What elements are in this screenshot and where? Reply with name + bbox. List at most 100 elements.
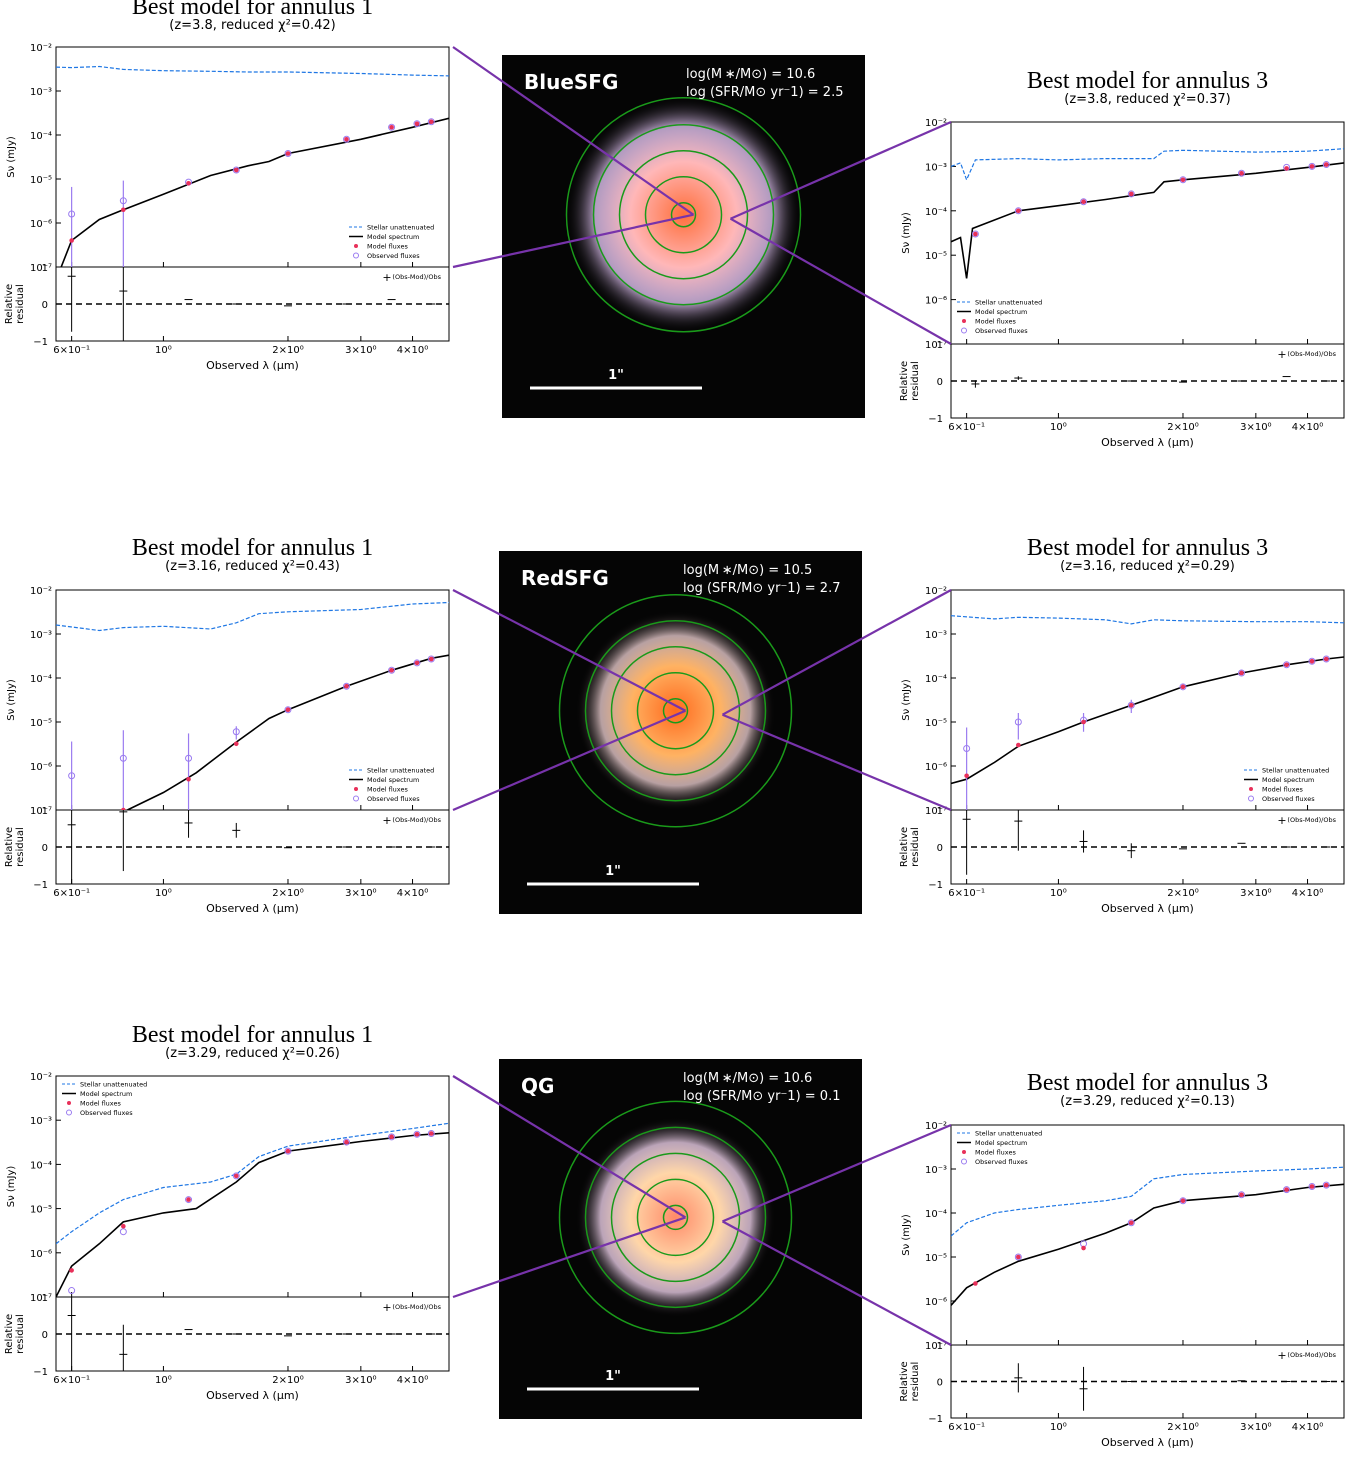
observed-flux-point: [284, 706, 292, 714]
legend-observed-swatch: [66, 1109, 72, 1116]
model-flux-point: [414, 660, 420, 666]
annulus-ring: [584, 619, 767, 802]
residual-tick-label: −1: [928, 880, 943, 891]
observed-flux-point: [119, 754, 127, 762]
residual-tick-label: −1: [928, 1414, 943, 1425]
chart-subtitle: (z=3.8, reduced χ²=0.37): [1064, 92, 1230, 107]
galaxy-mass: log(M ∗/M⊙) = 10.6: [686, 67, 815, 82]
model-flux-point: [964, 773, 969, 779]
legend-label: Observed fluxes: [367, 795, 420, 803]
annulus-ring: [584, 1126, 767, 1309]
plot-area: [951, 148, 1344, 279]
y-tick-label: 10⁻⁵: [925, 1253, 947, 1264]
y-tick-label: 10⁻⁶: [925, 762, 947, 773]
observed-flux-point: [284, 149, 292, 157]
connector-line: [452, 1075, 687, 1219]
model-flux-point: [1128, 1220, 1134, 1226]
observed-flux-point: [68, 1287, 76, 1295]
observed-flux-point: [343, 135, 351, 143]
legend-model-flux-swatch: [962, 319, 966, 323]
observed-flux-point: [1283, 661, 1291, 669]
x-tick-label: 6×10⁻¹: [948, 422, 985, 433]
residual-axis-label: Relative: [899, 827, 910, 867]
x-tick-label: 10⁰: [1050, 1422, 1067, 1433]
scale-bar-label: 1": [605, 1369, 621, 1384]
residual-legend: (Obs-Mod)/Obs: [1287, 1351, 1336, 1359]
observed-flux-point: [413, 1130, 421, 1138]
y-axis-label: Sν (mJy): [901, 212, 912, 254]
residual-axis-label: Relative: [4, 284, 15, 324]
residual-tick-label: 0: [937, 843, 943, 854]
model-flux-point: [389, 667, 394, 673]
observed-flux-point: [1283, 1186, 1291, 1194]
legend-label: Model fluxes: [975, 318, 1016, 326]
annulus-ring: [644, 175, 723, 254]
y-tick-label: 10⁻⁵: [30, 1205, 52, 1216]
y-tick-label: 10⁻³: [30, 87, 52, 98]
residual-axis-label: residual: [910, 1362, 921, 1402]
model-flux-point: [344, 683, 349, 689]
model-flux-point: [1284, 1187, 1289, 1192]
model-flux-point: [1016, 742, 1021, 748]
x-tick-label: 3×10⁰: [345, 1375, 376, 1386]
sed-axes-frame: [55, 1075, 450, 1298]
y-tick-label: 10⁻³: [925, 630, 947, 641]
y-axis-label: Sν (mJy): [901, 1214, 912, 1256]
y-axis-label: Sν (mJy): [6, 136, 17, 178]
connector-line: [721, 589, 952, 716]
annulus-ring: [610, 645, 741, 776]
y-tick-label: 10⁻⁷: [925, 806, 947, 817]
legend-model-flux-swatch: [354, 787, 358, 791]
x-tick-label: 10⁰: [1050, 422, 1067, 433]
stellar-unattenuated-line: [56, 1122, 449, 1245]
legend-observed-swatch: [353, 252, 359, 259]
x-tick-label: 4×10⁰: [1292, 888, 1323, 899]
model-flux-point: [1180, 684, 1186, 690]
observed-flux-point: [343, 1138, 351, 1146]
y-tick-label: 10⁻⁶: [925, 296, 947, 307]
observed-flux-point: [1179, 176, 1187, 184]
observed-flux-point: [119, 197, 127, 205]
model-flux-point: [1081, 1245, 1086, 1251]
observed-flux-point: [1014, 1253, 1022, 1261]
model-spectrum-line: [951, 162, 1344, 279]
y-axis-label: Sν (mJy): [6, 679, 17, 721]
model-flux-point: [1180, 1198, 1186, 1204]
residual-legend-marker: +: [382, 814, 391, 827]
model-flux-point: [389, 1134, 394, 1140]
plot-area: [951, 1166, 1344, 1306]
chart-subtitle: (z=3.29, reduced χ²=0.13): [1060, 1094, 1235, 1109]
residual-axis-label: Relative: [4, 827, 15, 867]
chart-subtitle: (z=3.16, reduced χ²=0.29): [1060, 559, 1235, 574]
model-flux-point: [428, 1131, 434, 1136]
annulus-ring: [636, 671, 715, 750]
legend-label: Model spectrum: [80, 1090, 132, 1098]
model-flux-point: [1016, 208, 1021, 214]
y-tick-label: 10⁻⁴: [925, 207, 947, 218]
x-tick-label: 10⁰: [155, 1375, 172, 1386]
legend-label: Observed fluxes: [975, 1158, 1028, 1166]
model-flux-point: [1081, 719, 1086, 725]
observed-flux-point: [1127, 1219, 1135, 1227]
observed-flux-point: [1238, 1191, 1246, 1199]
residual-tick-label: 1: [42, 263, 48, 274]
y-axis-label: Sν (mJy): [901, 679, 912, 721]
legend-label: Observed fluxes: [80, 1109, 133, 1117]
connector-line: [452, 709, 686, 812]
observed-flux-point: [1014, 207, 1022, 215]
observed-flux-point: [1127, 190, 1135, 198]
connector-line: [452, 1216, 686, 1299]
plot-area: [56, 1122, 449, 1297]
observed-flux-point: [427, 655, 435, 663]
residual-tick-label: −1: [33, 1367, 48, 1378]
y-tick-label: 10⁻²: [30, 586, 52, 597]
x-axis-label: Observed λ (μm): [1101, 902, 1194, 915]
observed-flux-point: [1308, 162, 1316, 170]
connector-line: [722, 1123, 952, 1223]
y-tick-label: 10⁻²: [30, 1072, 52, 1083]
scale-bar-label: 1": [608, 368, 624, 383]
observed-flux-point: [185, 754, 193, 762]
